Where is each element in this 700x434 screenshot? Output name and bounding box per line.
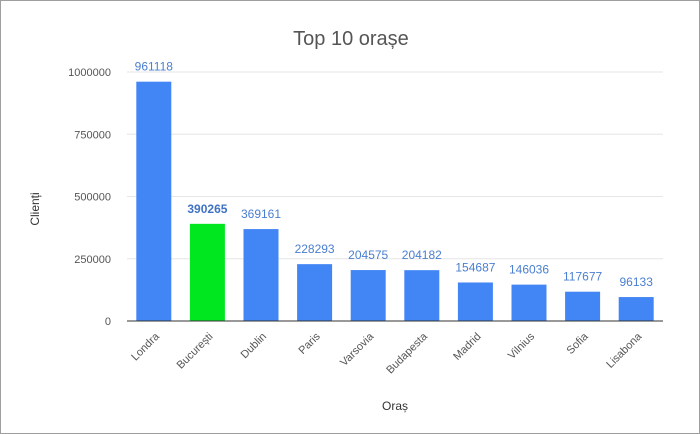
bar <box>350 270 386 321</box>
data-label: 154687 <box>455 260 495 274</box>
y-tick-label: 500000 <box>74 192 111 204</box>
data-label: 146036 <box>509 263 549 277</box>
x-tick-label: Vilnius <box>506 330 538 362</box>
chart-title: Top 10 orașe <box>293 28 409 50</box>
bar <box>136 81 172 322</box>
data-label: 228293 <box>295 242 335 256</box>
data-label: 204182 <box>402 248 442 262</box>
data-label: 204575 <box>348 248 388 262</box>
data-label: 961118 <box>135 60 174 74</box>
bars <box>136 81 654 322</box>
bar <box>457 282 493 321</box>
x-tick-label: Dublin <box>239 331 270 362</box>
bar <box>189 223 225 321</box>
x-tick-label: Lisabona <box>604 330 645 371</box>
data-label: 96133 <box>620 275 654 289</box>
y-tick-label: 250000 <box>74 254 111 266</box>
bar <box>297 264 333 321</box>
data-label: 369161 <box>241 207 281 221</box>
x-tick-label: Londra <box>129 330 162 363</box>
x-axis-ticks: Londra București Dublin Paris Varsovia Budape… <box>129 330 645 376</box>
bar <box>243 229 279 321</box>
bar <box>565 291 601 321</box>
data-label: 390265 <box>187 202 227 216</box>
data-label: 117677 <box>563 270 602 284</box>
x-axis-label: Oraș <box>382 399 408 413</box>
y-tick-label: 750000 <box>74 129 111 141</box>
x-tick-label: Sofia <box>565 330 592 357</box>
bar <box>618 297 654 321</box>
y-axis-label: Clienți <box>28 192 42 225</box>
x-tick-label: Paris <box>297 330 324 357</box>
y-tick-label: 1000000 <box>68 67 111 79</box>
x-tick-label: București <box>175 331 216 372</box>
y-axis-ticks: 0 250000 500000 750000 1000000 <box>68 67 111 328</box>
gridlines <box>127 71 663 260</box>
y-tick-label: 0 <box>105 316 111 328</box>
bar <box>511 284 547 321</box>
data-labels: 961118 390265 369161 228293 204575 204182 1546… <box>135 60 654 289</box>
x-tick-label: Budapesta <box>384 330 430 376</box>
x-tick-label: Madrid <box>451 331 483 363</box>
bar <box>404 270 440 321</box>
x-tick-label: Varsovia <box>338 330 377 369</box>
